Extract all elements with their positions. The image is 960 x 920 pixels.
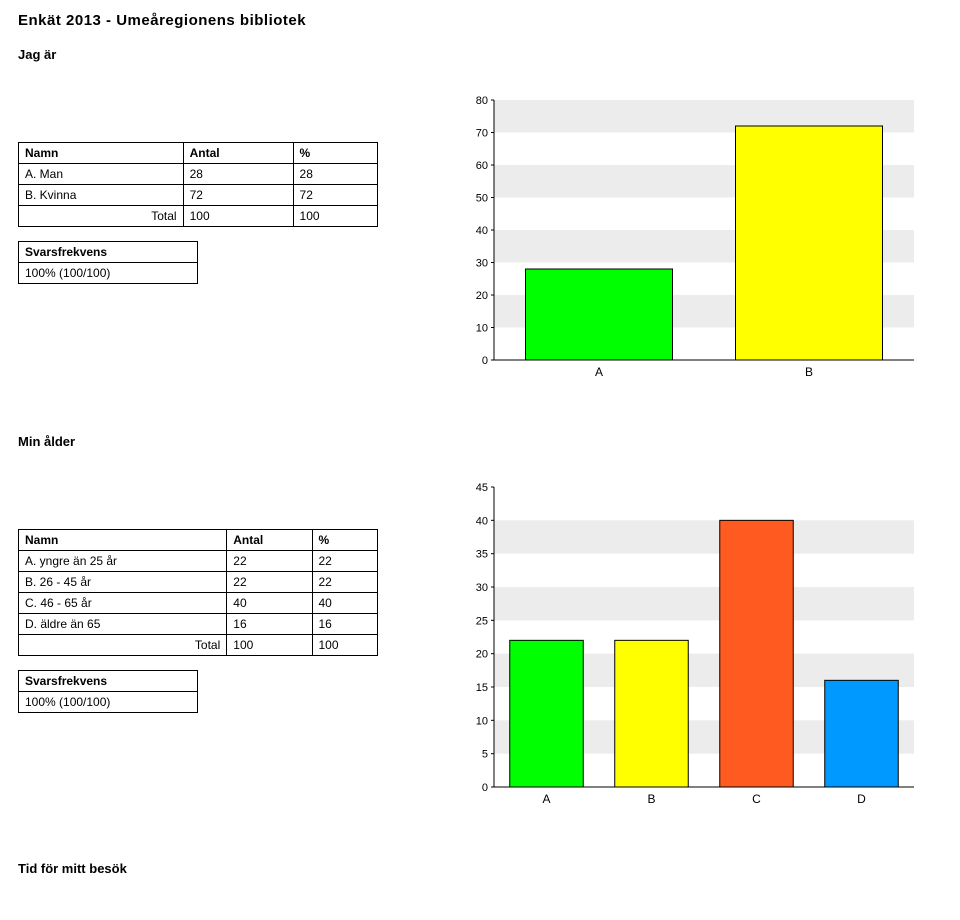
- table-cell: B. Kvinna: [19, 185, 184, 206]
- table-cell: C. 46 - 65 år: [19, 593, 227, 614]
- svg-text:0: 0: [482, 782, 488, 794]
- svg-text:B: B: [647, 792, 655, 806]
- table-cell: Total: [19, 206, 184, 227]
- section2-freq-value: 100% (100/100): [19, 692, 198, 713]
- svg-text:0: 0: [482, 355, 488, 367]
- table-cell: 40: [312, 593, 378, 614]
- table-row: A. yngre än 25 år2222: [19, 551, 378, 572]
- svg-text:40: 40: [476, 515, 488, 527]
- table-row: B. 26 - 45 år2222: [19, 572, 378, 593]
- section2-col-antal: Antal: [227, 530, 312, 551]
- section1-freq: Svarsfrekvens 100% (100/100): [18, 241, 198, 284]
- table-cell: 22: [312, 551, 378, 572]
- section1-freq-label: Svarsfrekvens: [19, 242, 198, 263]
- table-cell: 100: [312, 635, 378, 656]
- svg-text:C: C: [752, 792, 761, 806]
- svg-text:15: 15: [476, 682, 488, 694]
- section1-col-pct: %: [293, 143, 377, 164]
- section1-heading: Jag är: [18, 47, 942, 62]
- svg-text:30: 30: [476, 258, 488, 270]
- svg-text:50: 50: [476, 193, 488, 205]
- section2-freq: Svarsfrekvens 100% (100/100): [18, 670, 198, 713]
- table-cell: B. 26 - 45 år: [19, 572, 227, 593]
- section1-chart: 0 10 20 30 40 50 60 70 80 A B: [458, 92, 924, 384]
- table-cell: 22: [227, 551, 312, 572]
- section3-heading: Tid för mitt besök: [18, 861, 942, 876]
- svg-text:45: 45: [476, 482, 488, 494]
- section2-heading: Min ålder: [18, 434, 942, 449]
- bar: [720, 520, 794, 787]
- table-cell: 16: [227, 614, 312, 635]
- table-cell: 22: [312, 572, 378, 593]
- table-row: C. 46 - 65 år4040: [19, 593, 378, 614]
- section1-freq-value: 100% (100/100): [19, 263, 198, 284]
- section2-col-namn: Namn: [19, 530, 227, 551]
- svg-text:5: 5: [482, 749, 488, 761]
- table-cell: 40: [227, 593, 312, 614]
- table-cell: D. äldre än 65: [19, 614, 227, 635]
- table-row: D. äldre än 651616: [19, 614, 378, 635]
- section1-col-namn: Namn: [19, 143, 184, 164]
- section2-chart: 0 5 10 15 20 25 30 35 40 45 A B C D: [458, 479, 924, 811]
- table-cell: 28: [183, 164, 293, 185]
- svg-text:35: 35: [476, 549, 488, 561]
- table-cell: A. Man: [19, 164, 184, 185]
- svg-text:40: 40: [476, 225, 488, 237]
- table-cell: 100: [183, 206, 293, 227]
- section1-table: Namn Antal % A. Man2828B. Kvinna7272Tota…: [18, 142, 378, 227]
- table-cell: 28: [293, 164, 377, 185]
- table-cell: 100: [227, 635, 312, 656]
- table-total-row: Total100100: [19, 635, 378, 656]
- table-cell: 22: [227, 572, 312, 593]
- table-cell: 72: [183, 185, 293, 206]
- section2-col-pct: %: [312, 530, 378, 551]
- doc-title: Enkät 2013 - Umeåregionens bibliotek: [18, 12, 942, 29]
- svg-text:60: 60: [476, 160, 488, 172]
- svg-text:80: 80: [476, 95, 488, 107]
- section2-freq-label: Svarsfrekvens: [19, 671, 198, 692]
- svg-text:10: 10: [476, 715, 488, 727]
- table-cell: A. yngre än 25 år: [19, 551, 227, 572]
- bar: [526, 269, 673, 360]
- svg-text:10: 10: [476, 323, 488, 335]
- table-total-row: Total100100: [19, 206, 378, 227]
- bar: [510, 640, 584, 787]
- table-row: A. Man2828: [19, 164, 378, 185]
- table-cell: 16: [312, 614, 378, 635]
- table-row: B. Kvinna7272: [19, 185, 378, 206]
- table-cell: Total: [19, 635, 227, 656]
- section2-table: Namn Antal % A. yngre än 25 år2222B. 26 …: [18, 529, 378, 656]
- bar: [825, 680, 899, 787]
- section1-col-antal: Antal: [183, 143, 293, 164]
- svg-text:25: 25: [476, 615, 488, 627]
- svg-text:D: D: [857, 792, 866, 806]
- svg-text:20: 20: [476, 290, 488, 302]
- bar: [736, 126, 883, 360]
- bar: [615, 640, 689, 787]
- svg-text:30: 30: [476, 582, 488, 594]
- svg-text:70: 70: [476, 128, 488, 140]
- table-cell: 72: [293, 185, 377, 206]
- svg-text:B: B: [805, 365, 813, 379]
- table-cell: 100: [293, 206, 377, 227]
- svg-text:20: 20: [476, 649, 488, 661]
- svg-text:A: A: [595, 365, 603, 379]
- svg-text:A: A: [542, 792, 550, 806]
